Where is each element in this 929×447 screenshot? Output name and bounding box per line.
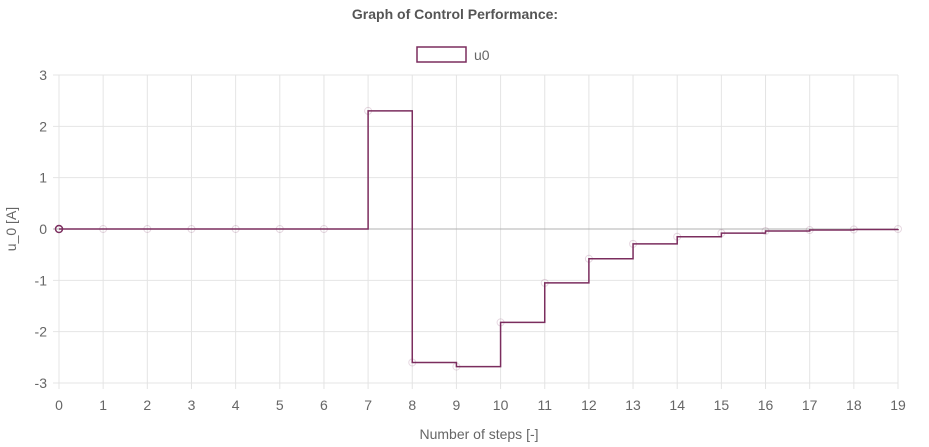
y-tick-label: 2 [39, 118, 47, 134]
x-tick-label: 9 [453, 397, 461, 413]
x-tick-label: 13 [625, 397, 641, 413]
data-point [717, 229, 726, 238]
data-point [452, 362, 461, 371]
data-point [54, 224, 64, 234]
data-point [894, 225, 902, 233]
data-point [408, 358, 417, 367]
x-tick-label: 7 [364, 397, 372, 413]
series-line-u0 [59, 110, 899, 368]
y-tick-label: 0 [39, 221, 47, 237]
y-tick-label: 3 [39, 67, 47, 83]
data-point [319, 225, 328, 233]
x-tick-label: 1 [99, 397, 107, 413]
x-tick-label: 5 [276, 397, 284, 413]
x-tick-label: 15 [714, 397, 730, 413]
x-tick-label: 2 [143, 397, 151, 413]
legend-label-u0[interactable]: u0 [474, 47, 490, 63]
data-point [673, 232, 682, 241]
x-axis-ticks: 0 1 2 3 4 5 6 7 8 9 10 11 12 13 14 15 16 17 18 19 [55, 397, 906, 413]
x-tick-label: 6 [320, 397, 328, 413]
x-tick-label: 8 [408, 397, 416, 413]
x-tick-label: 10 [493, 397, 509, 413]
data-point [275, 225, 284, 233]
data-point [849, 225, 858, 234]
x-tick-label: 11 [537, 397, 552, 413]
legend-swatch-u0[interactable] [416, 46, 467, 63]
data-point [99, 225, 108, 233]
x-tick-label: 3 [188, 397, 196, 413]
legend[interactable]: u0 [416, 46, 490, 63]
y-tick-label: -3 [35, 375, 48, 391]
data-point [584, 254, 593, 263]
chart-title: Graph of Control Performance: [352, 6, 558, 22]
x-tick-label: 14 [669, 397, 685, 413]
x-tick-label: 18 [846, 397, 862, 413]
x-axis-title: Number of steps [-] [419, 426, 538, 442]
grid [53, 74, 899, 389]
data-point [496, 318, 505, 327]
data-point [143, 225, 152, 233]
y-tick-label: -2 [35, 324, 48, 340]
y-tick-label: 1 [39, 170, 47, 186]
x-tick-label: 19 [890, 397, 906, 413]
x-tick-label: 17 [802, 397, 818, 413]
data-point [629, 239, 638, 248]
series-points-u0 [54, 106, 902, 371]
data-point [540, 278, 549, 287]
data-point [805, 226, 814, 235]
x-tick-label: 12 [581, 397, 597, 413]
x-tick-label: 0 [55, 397, 63, 413]
y-axis-ticks: 3 2 1 0 -1 -2 -3 [35, 67, 48, 391]
data-point [761, 227, 770, 236]
y-tick-label: -1 [35, 272, 48, 288]
data-point [364, 106, 373, 115]
x-tick-label: 4 [232, 397, 240, 413]
data-point [187, 225, 196, 233]
x-tick-label: 16 [758, 397, 774, 413]
data-point [231, 225, 240, 233]
y-axis-title: u_0 [A] [3, 207, 19, 251]
